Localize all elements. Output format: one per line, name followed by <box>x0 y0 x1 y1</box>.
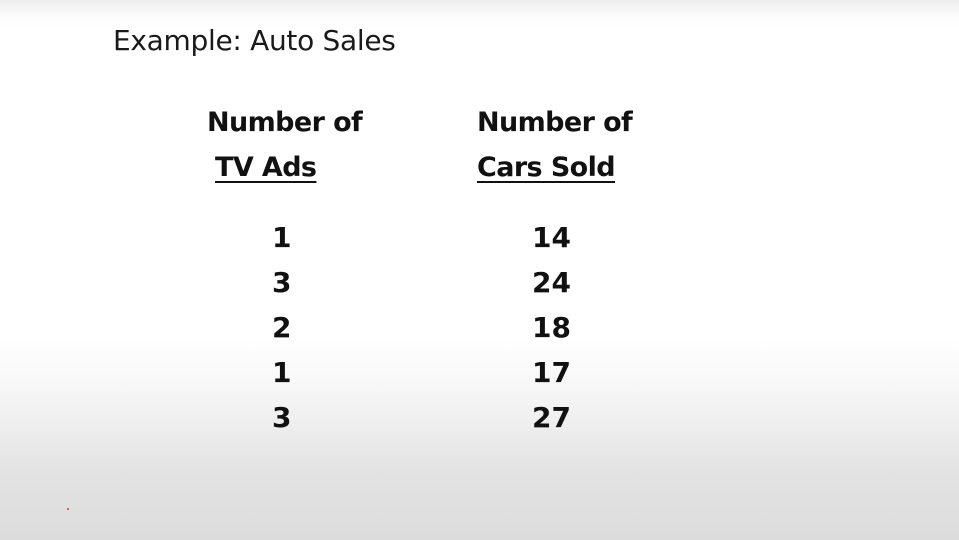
cars-sold-value: 24 <box>532 266 571 299</box>
tv-ads-value: 2 <box>272 311 292 344</box>
cars-sold-value: 14 <box>532 221 571 254</box>
cars-sold-value: 27 <box>532 401 571 434</box>
tv-ads-header: Number of TV Ads <box>207 100 397 190</box>
cars-sold-header: Number of Cars Sold <box>477 100 667 190</box>
slide-title: Example: Auto Sales <box>113 24 396 57</box>
tv-ads-value: 3 <box>272 401 292 434</box>
cars-sold-value: 18 <box>532 311 571 344</box>
cars-sold-header-line1: Number of <box>477 107 633 138</box>
red-dot-mark <box>67 508 69 510</box>
cars-sold-header-line2: Cars Sold <box>477 152 616 183</box>
cars-sold-column: Number of Cars Sold 14 24 18 17 27 <box>477 100 667 440</box>
tv-ads-header-line2: TV Ads <box>215 152 317 183</box>
tv-ads-values: 1 3 2 1 3 <box>207 215 397 440</box>
tv-ads-header-line1: Number of <box>207 107 363 138</box>
tv-ads-value: 1 <box>272 221 292 254</box>
cars-sold-value: 17 <box>532 356 571 389</box>
cars-sold-values: 14 24 18 17 27 <box>477 215 667 440</box>
tv-ads-value: 3 <box>272 266 292 299</box>
tv-ads-column: Number of TV Ads 1 3 2 1 3 <box>207 100 397 440</box>
tv-ads-value: 1 <box>272 356 292 389</box>
